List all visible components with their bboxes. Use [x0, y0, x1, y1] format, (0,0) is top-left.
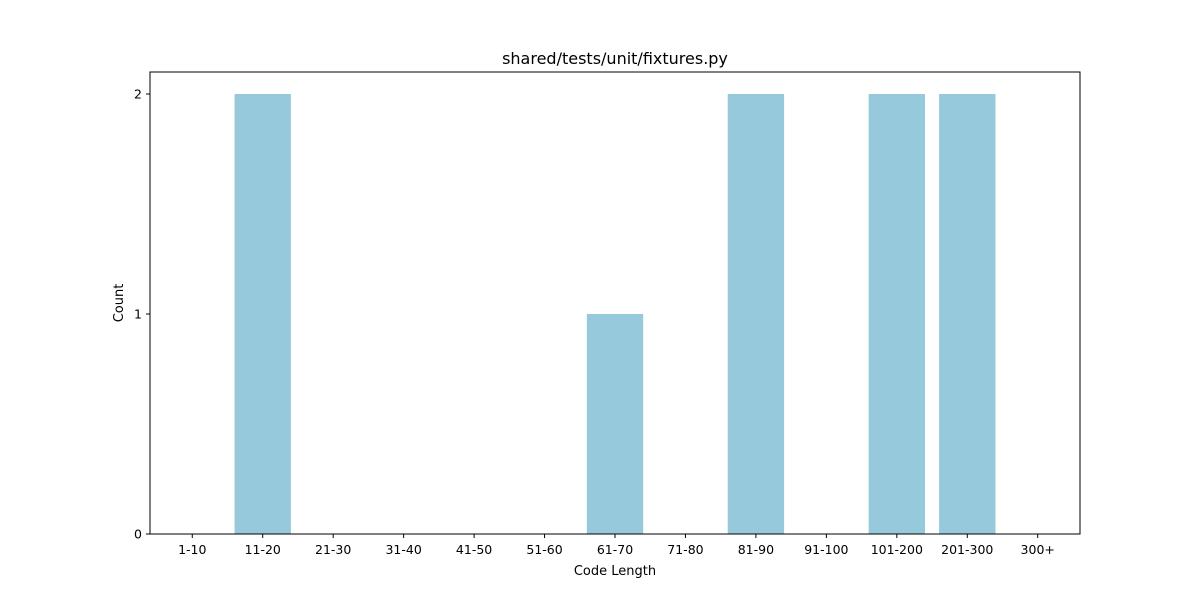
- x-tick-label: 1-10: [178, 542, 206, 557]
- x-tick-label: 61-70: [597, 542, 633, 557]
- bar-81-90: [727, 94, 785, 534]
- x-tick-label: 201-300: [941, 542, 993, 557]
- bar-61-70: [586, 314, 644, 534]
- x-tick-label: 91-100: [804, 542, 848, 557]
- bar-201-300: [939, 94, 996, 534]
- bars-group: [234, 94, 996, 534]
- x-axis-label: Code Length: [574, 564, 656, 579]
- bar-11-20: [234, 94, 291, 534]
- chart-title: shared/tests/unit/fixtures.py: [502, 49, 728, 68]
- x-tick-label: 21-30: [315, 542, 351, 557]
- x-tick-label: 31-40: [385, 542, 421, 557]
- x-tick-label: 41-50: [456, 542, 492, 557]
- x-tick-label: 101-200: [871, 542, 923, 557]
- x-tick-label: 81-90: [738, 542, 774, 557]
- x-axis-ticks: 1-10 11-20 21-30 31-40 41-50 51-60 61-70 71-80 8…: [178, 534, 1055, 557]
- y-tick-label: 0: [134, 527, 142, 542]
- x-tick-label: 11-20: [245, 542, 281, 557]
- x-tick-label: 71-80: [667, 542, 703, 557]
- y-axis-label: Count: [112, 284, 127, 323]
- x-tick-label: 51-60: [526, 542, 562, 557]
- y-tick-label: 2: [134, 87, 142, 102]
- y-tick-label: 1: [134, 307, 142, 322]
- y-axis-ticks: 0 1 2: [134, 87, 150, 542]
- bar-101-200: [868, 94, 925, 534]
- x-tick-label: 300+: [1021, 542, 1055, 557]
